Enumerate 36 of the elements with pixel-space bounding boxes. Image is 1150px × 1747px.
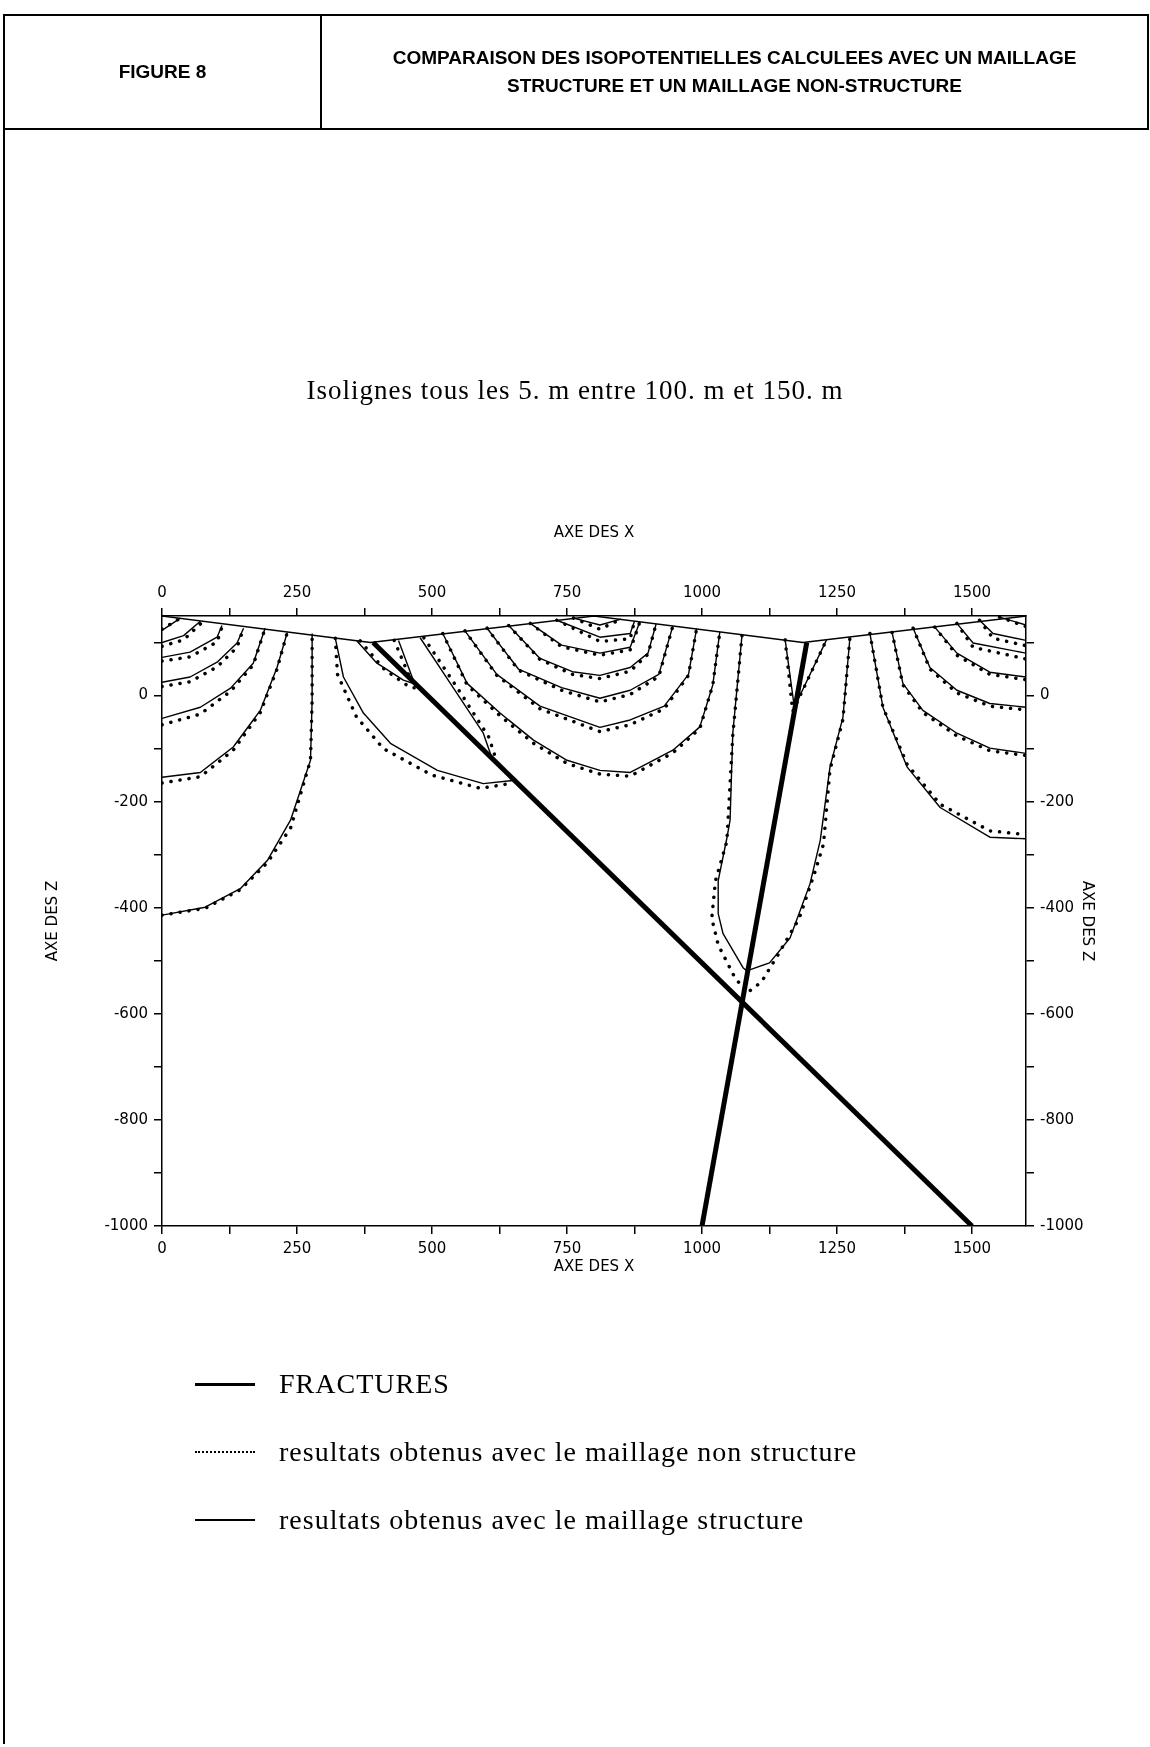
legend-label: FRACTURES xyxy=(279,1368,450,1400)
x-tick-label: 1250 xyxy=(817,1238,857,1257)
x2-tick-label: 1000 xyxy=(682,582,722,601)
x-tick-label: 750 xyxy=(552,1238,582,1257)
y-axis-title: AXE DES Z xyxy=(42,880,61,962)
x2-tick-label: 1500 xyxy=(952,582,992,601)
x2-tick-label: 250 xyxy=(282,582,312,601)
y-tick-label: -1000 xyxy=(104,1215,148,1234)
y2-axis-title: AXE DES Z xyxy=(1079,880,1098,962)
chart-subtitle: Isolignes tous les 5. m entre 100. m et 150. m xyxy=(305,375,845,406)
y2-tick-label: -200 xyxy=(1040,791,1075,810)
y2-tick-label: -800 xyxy=(1040,1109,1075,1128)
x-tick-label: 500 xyxy=(417,1238,447,1257)
x-tick-label: 1500 xyxy=(952,1238,992,1257)
x2-tick-label: 500 xyxy=(417,582,447,601)
caption: FIGURE 8 xyxy=(118,61,207,83)
y2-tick-label: -400 xyxy=(1040,897,1075,916)
y-tick-label: -600 xyxy=(113,1003,148,1022)
y-tick-label: -200 xyxy=(113,791,148,810)
legend-label: resultats obtenus avec le maillage non structure xyxy=(279,1436,858,1468)
x2-tick-label: 750 xyxy=(552,582,582,601)
y-tick-label: -400 xyxy=(113,897,148,916)
x-axis-title: AXE DES X xyxy=(553,1256,635,1275)
y-tick-label: 0 xyxy=(138,685,148,704)
x2-tick-label: 1250 xyxy=(817,582,857,601)
x2-tick-label: 0 xyxy=(157,582,167,601)
x-tick-label: 250 xyxy=(282,1238,312,1257)
x-tick-label: 1000 xyxy=(682,1238,722,1257)
x-tick-label: 0 xyxy=(157,1238,167,1257)
legend-label: resultats obtenus avec le maillage structure xyxy=(279,1504,805,1536)
chart-title: COMPARAISON DES ISOPOTENTIELLES CALCULEES AVEC UN MAILLAGE STRUCTURE ET UN MAILLAGE NON-STRUCTURE xyxy=(391,46,1078,98)
y2-tick-label: -1000 xyxy=(1040,1215,1084,1234)
x2-axis-title: AXE DES X xyxy=(553,522,635,541)
y-tick-label: -800 xyxy=(113,1109,148,1128)
y2-tick-label: 0 xyxy=(1040,685,1050,704)
y2-tick-label: -600 xyxy=(1040,1003,1075,1022)
